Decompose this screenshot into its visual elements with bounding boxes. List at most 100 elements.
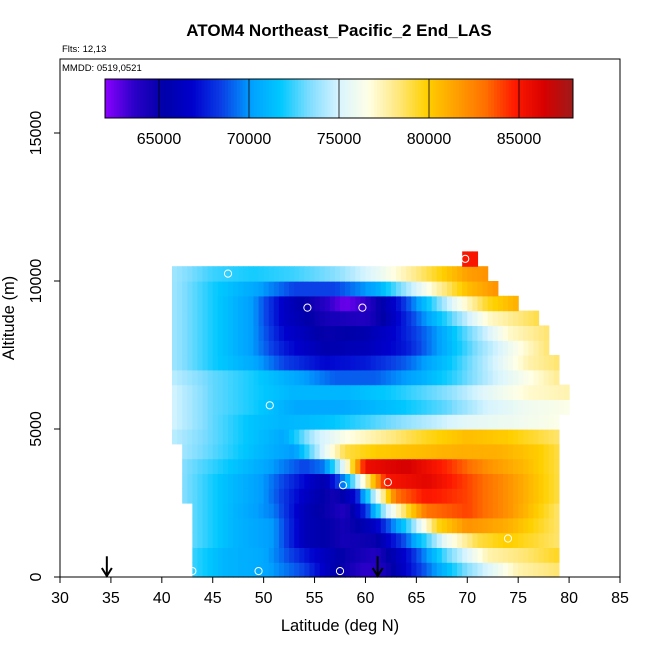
field-cell xyxy=(497,369,504,386)
field-cell xyxy=(528,458,535,474)
colorbar-swatch xyxy=(105,79,109,118)
field-cell xyxy=(426,458,433,474)
field-cell xyxy=(202,562,209,578)
field-cell xyxy=(518,562,524,578)
colorbar-swatch xyxy=(239,79,243,118)
field-cell xyxy=(523,503,529,519)
field-cell xyxy=(523,517,529,534)
field-cell xyxy=(370,266,377,282)
field-cell xyxy=(411,369,417,386)
field-cell xyxy=(457,488,463,504)
field-cell xyxy=(350,547,356,563)
field-cell xyxy=(284,458,290,474)
field-cell xyxy=(502,443,509,460)
field-cell xyxy=(533,503,540,519)
field-cell xyxy=(482,266,489,282)
field-cell xyxy=(370,340,377,356)
field-cell xyxy=(238,281,244,297)
field-cell xyxy=(207,429,214,445)
field-cell xyxy=(233,503,239,519)
field-cell xyxy=(441,458,448,474)
field-cell xyxy=(253,399,260,415)
field-cell xyxy=(192,473,199,489)
field-cell xyxy=(177,340,183,356)
colorbar-swatch xyxy=(385,79,390,118)
field-cell xyxy=(278,266,285,282)
field-cell xyxy=(182,369,188,386)
field-cell xyxy=(187,295,193,312)
field-cell xyxy=(523,547,529,563)
field-cell xyxy=(289,473,295,489)
field-cell xyxy=(396,429,402,445)
field-cell xyxy=(329,473,336,489)
field-cell xyxy=(268,325,275,341)
field-cell xyxy=(477,517,484,534)
colorbar-swatch xyxy=(491,79,495,118)
field-cell xyxy=(441,355,448,371)
field-cell xyxy=(431,325,438,341)
field-cell xyxy=(304,547,311,563)
field-cell xyxy=(462,488,468,504)
field-cell xyxy=(401,266,407,282)
field-cell xyxy=(477,503,484,519)
field-cell xyxy=(497,473,504,489)
field-cell xyxy=(289,355,295,371)
field-cell xyxy=(202,473,209,489)
field-cell xyxy=(345,355,351,371)
field-cell xyxy=(441,517,448,534)
colorbar-swatch xyxy=(391,79,396,118)
field-cell xyxy=(548,458,555,474)
field-cell xyxy=(294,266,300,282)
field-cell xyxy=(314,473,321,489)
colorbar-swatch xyxy=(526,79,530,118)
field-cell xyxy=(472,562,479,578)
field-cell xyxy=(533,488,540,504)
field-cell xyxy=(548,488,555,504)
field-cell xyxy=(177,355,183,371)
field-cell xyxy=(187,458,193,474)
field-cell xyxy=(284,503,290,519)
field-cell xyxy=(273,281,280,297)
field-cell xyxy=(426,488,433,504)
field-cell xyxy=(375,369,382,386)
field-cell xyxy=(543,473,550,489)
field-cell xyxy=(426,547,433,563)
field-cell xyxy=(324,443,331,460)
field-cell xyxy=(334,266,341,282)
field-cell xyxy=(202,266,209,282)
field-cell xyxy=(253,325,260,341)
field-cell xyxy=(375,325,382,341)
field-cell xyxy=(436,473,443,489)
field-cell xyxy=(446,458,453,474)
field-cell xyxy=(248,266,255,282)
field-cell xyxy=(192,266,199,282)
field-cell xyxy=(548,443,555,460)
field-cell xyxy=(192,532,199,548)
field-cell xyxy=(350,281,356,297)
field-cell xyxy=(558,384,565,400)
colorbar-swatch xyxy=(485,79,489,118)
colorbar-swatch xyxy=(409,79,413,118)
field-cell xyxy=(401,517,407,534)
field-cell xyxy=(406,340,412,356)
field-cell xyxy=(248,399,255,415)
field-cell xyxy=(289,414,295,430)
field-cell xyxy=(334,473,341,489)
field-cell xyxy=(513,503,519,519)
field-cell xyxy=(207,325,214,341)
field-cell xyxy=(187,266,193,282)
field-cell xyxy=(253,562,260,578)
field-cell xyxy=(253,310,260,326)
field-cell xyxy=(222,532,229,548)
field-cell xyxy=(228,488,234,504)
field-cell xyxy=(365,399,372,415)
field-cell xyxy=(533,399,540,415)
field-cell xyxy=(406,503,412,519)
colorbar-swatch xyxy=(315,79,320,118)
field-cell xyxy=(324,399,331,415)
field-cell xyxy=(345,429,351,445)
field-cell xyxy=(273,384,280,400)
field-cell xyxy=(284,517,290,534)
field-cell xyxy=(457,429,463,445)
field-cell xyxy=(396,355,402,371)
